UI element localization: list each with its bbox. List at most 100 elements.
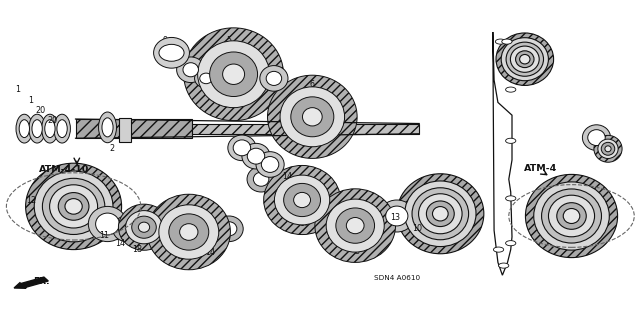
Ellipse shape <box>291 97 334 137</box>
Ellipse shape <box>65 199 83 214</box>
Ellipse shape <box>588 130 605 146</box>
FancyArrow shape <box>14 277 48 288</box>
Ellipse shape <box>113 216 141 242</box>
Text: 13: 13 <box>390 213 401 222</box>
Ellipse shape <box>154 37 189 68</box>
Ellipse shape <box>102 118 113 137</box>
Ellipse shape <box>336 208 374 243</box>
Ellipse shape <box>525 174 618 258</box>
Text: 14: 14 <box>115 239 125 248</box>
Circle shape <box>506 196 516 201</box>
Text: 20: 20 <box>47 116 58 124</box>
Ellipse shape <box>496 33 554 85</box>
Text: ATM-4-10: ATM-4-10 <box>39 165 89 174</box>
Ellipse shape <box>433 207 448 221</box>
Text: 17: 17 <box>299 220 309 228</box>
Ellipse shape <box>419 194 462 234</box>
Text: ATM-4: ATM-4 <box>524 164 557 172</box>
Ellipse shape <box>54 114 70 143</box>
Text: 9: 9 <box>163 36 168 44</box>
Ellipse shape <box>95 213 120 235</box>
Text: 16: 16 <box>198 74 209 83</box>
Ellipse shape <box>511 46 539 72</box>
Ellipse shape <box>541 189 602 243</box>
Ellipse shape <box>195 69 218 88</box>
Ellipse shape <box>386 206 408 226</box>
Ellipse shape <box>57 120 67 138</box>
Ellipse shape <box>404 181 476 246</box>
Ellipse shape <box>198 41 269 108</box>
Ellipse shape <box>557 203 586 229</box>
Text: 1: 1 <box>15 85 20 94</box>
Ellipse shape <box>169 214 209 250</box>
Ellipse shape <box>88 206 127 242</box>
Text: 10: 10 <box>412 224 422 233</box>
Text: 18: 18 <box>132 245 143 254</box>
Text: 5: 5 <box>227 36 232 44</box>
Ellipse shape <box>260 66 288 91</box>
Text: 6: 6 <box>310 80 315 89</box>
Ellipse shape <box>247 148 265 164</box>
Text: 7: 7 <box>607 141 612 150</box>
Circle shape <box>493 247 504 252</box>
Ellipse shape <box>223 64 244 84</box>
Ellipse shape <box>516 51 534 68</box>
Ellipse shape <box>16 114 33 143</box>
Ellipse shape <box>138 222 150 232</box>
Text: FR.: FR. <box>33 277 50 286</box>
Ellipse shape <box>501 38 548 81</box>
Ellipse shape <box>605 146 611 152</box>
Ellipse shape <box>145 220 160 234</box>
Ellipse shape <box>177 57 205 83</box>
Ellipse shape <box>534 182 609 250</box>
Ellipse shape <box>280 87 344 147</box>
Ellipse shape <box>183 63 198 77</box>
Ellipse shape <box>284 183 321 217</box>
Ellipse shape <box>147 194 230 270</box>
Polygon shape <box>76 119 192 138</box>
Text: 12: 12 <box>26 196 36 204</box>
Circle shape <box>506 241 516 246</box>
Ellipse shape <box>397 174 484 254</box>
Ellipse shape <box>26 163 122 250</box>
Ellipse shape <box>315 189 396 262</box>
Ellipse shape <box>261 156 279 172</box>
Ellipse shape <box>159 44 184 61</box>
Text: 1: 1 <box>28 96 33 105</box>
Ellipse shape <box>506 42 543 76</box>
Ellipse shape <box>228 135 256 161</box>
Ellipse shape <box>520 54 530 64</box>
Ellipse shape <box>35 171 113 242</box>
Ellipse shape <box>118 204 170 250</box>
Circle shape <box>499 263 509 268</box>
Ellipse shape <box>29 114 45 143</box>
Ellipse shape <box>412 188 468 240</box>
Ellipse shape <box>247 166 275 192</box>
Text: 2: 2 <box>109 144 115 153</box>
Ellipse shape <box>119 222 134 236</box>
Text: 20: 20 <box>35 106 45 115</box>
Ellipse shape <box>242 143 270 169</box>
Ellipse shape <box>326 199 384 252</box>
Ellipse shape <box>601 142 615 155</box>
Ellipse shape <box>563 209 580 223</box>
Text: 4: 4 <box>178 253 183 262</box>
Ellipse shape <box>346 218 364 234</box>
Circle shape <box>506 138 516 143</box>
Ellipse shape <box>58 193 89 220</box>
Ellipse shape <box>264 165 340 235</box>
Ellipse shape <box>159 205 219 259</box>
Ellipse shape <box>303 108 322 126</box>
Text: 8: 8 <box>596 130 602 139</box>
Ellipse shape <box>184 28 284 121</box>
Ellipse shape <box>266 71 282 85</box>
Ellipse shape <box>594 135 622 162</box>
Circle shape <box>495 39 506 44</box>
Ellipse shape <box>42 114 58 143</box>
Ellipse shape <box>582 125 611 150</box>
Text: 14: 14 <box>282 172 292 180</box>
Polygon shape <box>192 124 419 134</box>
Ellipse shape <box>32 120 42 138</box>
Ellipse shape <box>45 120 55 138</box>
Circle shape <box>506 87 516 92</box>
